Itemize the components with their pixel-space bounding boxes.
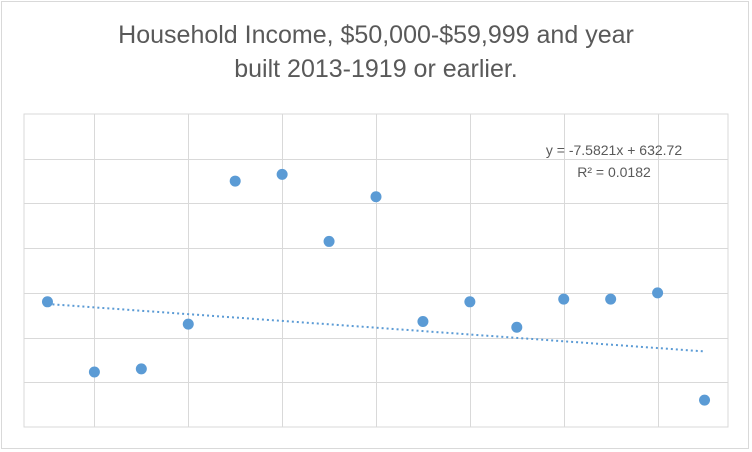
data-point [276,168,288,180]
trendline-r-squared: R² = 0.0182 [577,164,651,180]
data-point [699,394,711,406]
chart-title-line-2: built 2013-1919 or earlier. [234,55,518,83]
data-point [370,191,382,203]
data-point [464,296,476,308]
data-point [323,235,335,247]
chart-title: Household Income, $50,000-$59,999 and ye… [0,18,752,86]
gridlines [23,113,729,428]
data-point [229,175,241,187]
data-point [558,293,570,305]
data-point [652,287,664,299]
data-point [182,318,194,330]
data-point [41,296,53,308]
trendline-equation: y = -7.5821x + 632.72 [546,142,682,158]
data-point [511,321,523,333]
data-point [417,315,429,327]
data-points [41,168,711,406]
data-point [135,363,147,375]
chart-title-line-1: Household Income, $50,000-$59,999 and ye… [118,21,634,49]
data-point [88,366,100,378]
data-point [605,293,617,305]
